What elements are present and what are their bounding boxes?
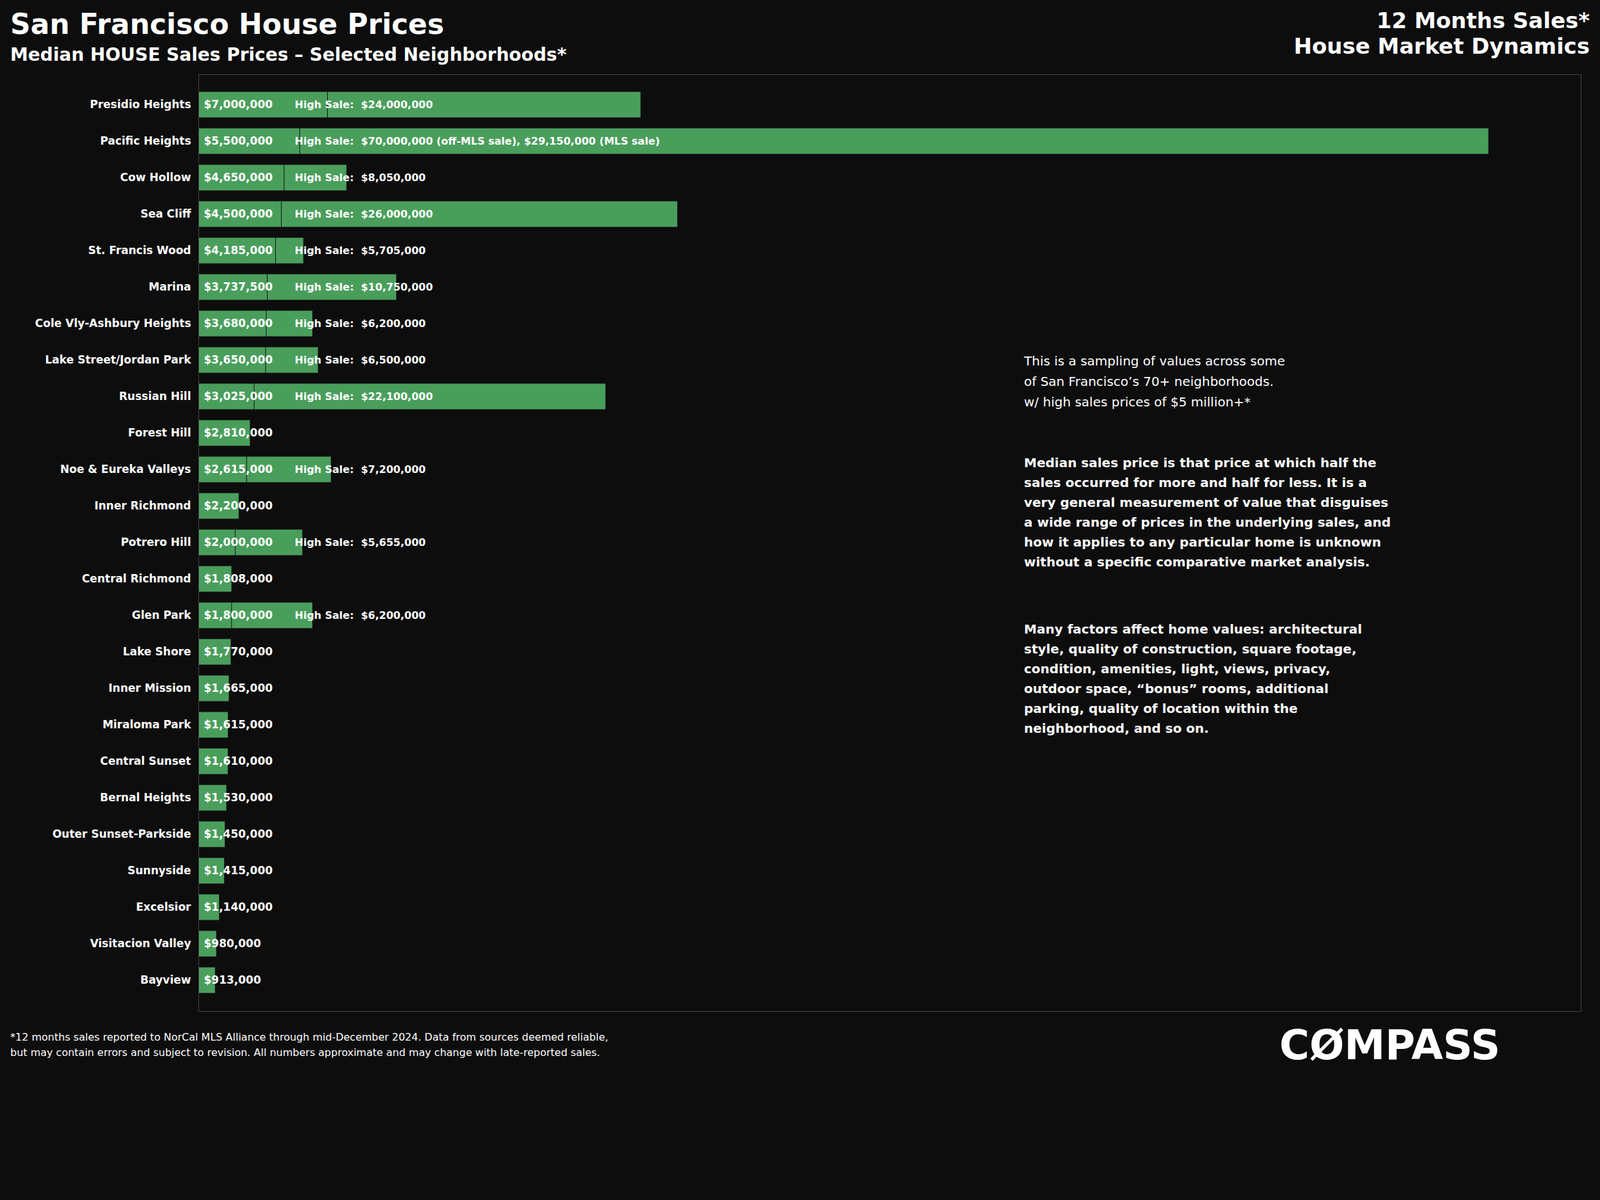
svg-text:High Sale: $6,500,000: High Sale: $6,500,000 xyxy=(295,353,427,367)
html-text:This is a sampling of values a: This is a sampling of values across some… xyxy=(1024,353,1285,410)
svg-text:Russian Hill: Russian Hill xyxy=(119,389,191,403)
html-text:San Francisco House Prices: San Francisco House Prices xyxy=(10,7,445,41)
svg-text:$4,650,000: $4,650,000 xyxy=(204,170,274,184)
svg-text:Presidio Heights: Presidio Heights xyxy=(89,97,191,111)
svg-text:Noe & Eureka Valleys: Noe & Eureka Valleys xyxy=(60,462,192,476)
svg-text:High Sale: $5,655,000: High Sale: $5,655,000 xyxy=(295,536,427,549)
svg-text:$1,770,000: $1,770,000 xyxy=(204,645,274,658)
svg-text:Sunnyside: Sunnyside xyxy=(127,864,191,877)
svg-text:$1,665,000: $1,665,000 xyxy=(204,681,274,695)
svg-text:$1,140,000: $1,140,000 xyxy=(204,900,274,914)
svg-text:Pacific Heights: Pacific Heights xyxy=(99,134,191,148)
svg-text:High Sale: $26,000,000: High Sale: $26,000,000 xyxy=(295,208,434,221)
svg-text:$3,650,000: $3,650,000 xyxy=(204,353,274,367)
svg-text:Glen Park: Glen Park xyxy=(131,608,192,622)
html-text:Median HOUSE Sales Prices – Se: Median HOUSE Sales Prices – Selected Nei… xyxy=(10,44,567,66)
svg-text:High Sale: $70,000,000 (off-M: High Sale: $70,000,000 (off-MLS sale), $… xyxy=(295,135,661,148)
svg-text:$3,025,000: $3,025,000 xyxy=(204,389,274,403)
svg-text:Outer Sunset-Parkside: Outer Sunset-Parkside xyxy=(52,827,192,841)
svg-text:$7,000,000: $7,000,000 xyxy=(204,97,274,111)
svg-text:High Sale: $24,000,000: High Sale: $24,000,000 xyxy=(295,98,434,111)
svg-text:High Sale: $7,200,000: High Sale: $7,200,000 xyxy=(295,463,427,476)
svg-text:$2,000,000: $2,000,000 xyxy=(204,535,274,549)
svg-text:$3,680,000: $3,680,000 xyxy=(204,316,274,330)
svg-text:Central Richmond: Central Richmond xyxy=(81,572,192,585)
svg-text:$3,737,500: $3,737,500 xyxy=(204,280,274,294)
svg-text:Inner Mission: Inner Mission xyxy=(108,681,192,695)
svg-text:Sea Cliff: Sea Cliff xyxy=(140,207,191,221)
svg-text:Excelsior: Excelsior xyxy=(135,900,192,914)
svg-text:Lake Shore: Lake Shore xyxy=(122,645,192,658)
html-text:*12 months sales reported to N: *12 months sales reported to NorCal MLS … xyxy=(10,1031,609,1044)
svg-text:$2,615,000: $2,615,000 xyxy=(204,462,274,476)
svg-text:Central Sunset: Central Sunset xyxy=(99,754,191,768)
svg-text:High Sale: $6,200,000: High Sale: $6,200,000 xyxy=(295,317,427,330)
svg-text:$1,530,000: $1,530,000 xyxy=(204,791,274,804)
svg-text:Bernal Heights: Bernal Heights xyxy=(99,791,191,804)
svg-text:$1,610,000: $1,610,000 xyxy=(204,754,274,768)
html-text:CØMPASS: CØMPASS xyxy=(1279,1021,1501,1069)
svg-text:Inner Richmond: Inner Richmond xyxy=(94,499,191,512)
svg-text:Bayview: Bayview xyxy=(140,973,191,987)
svg-text:$1,615,000: $1,615,000 xyxy=(204,718,274,731)
svg-text:High Sale: $6,200,000: High Sale: $6,200,000 xyxy=(295,609,427,622)
svg-text:$2,200,000: $2,200,000 xyxy=(204,499,274,512)
svg-text:Marina: Marina xyxy=(148,280,191,294)
svg-text:Forest Hill: Forest Hill xyxy=(128,426,191,440)
svg-text:Visitacion Valley: Visitacion Valley xyxy=(90,936,192,950)
svg-text:$5,500,000: $5,500,000 xyxy=(204,134,274,148)
svg-text:$913,000: $913,000 xyxy=(204,973,262,987)
html-text:12 Months Sales*: 12 Months Sales* xyxy=(1376,7,1590,34)
svg-text:$2,810,000: $2,810,000 xyxy=(204,426,274,440)
html-text:but may contain errors and sub: but may contain errors and subject to re… xyxy=(10,1046,600,1059)
svg-text:High Sale: $8,050,000: High Sale: $8,050,000 xyxy=(295,171,427,184)
svg-text:High Sale: $5,705,000: High Sale: $5,705,000 xyxy=(295,244,427,257)
svg-text:Cow Hollow: Cow Hollow xyxy=(120,170,192,184)
svg-text:High Sale: $10,750,000: High Sale: $10,750,000 xyxy=(295,280,434,294)
svg-text:$1,800,000: $1,800,000 xyxy=(204,608,274,622)
svg-text:$980,000: $980,000 xyxy=(204,936,262,950)
svg-text:$1,415,000: $1,415,000 xyxy=(204,864,274,877)
svg-text:High Sale: $22,100,000: High Sale: $22,100,000 xyxy=(295,390,434,403)
svg-text:$1,808,000: $1,808,000 xyxy=(204,572,274,585)
html-text:Many factors affect home value: Many factors affect home values: archite… xyxy=(1024,621,1362,736)
svg-text:Potrero Hill: Potrero Hill xyxy=(120,535,192,549)
svg-text:Miraloma Park: Miraloma Park xyxy=(102,718,192,731)
svg-text:Lake Street/Jordan Park: Lake Street/Jordan Park xyxy=(45,353,192,367)
svg-text:St. Francis Wood: St. Francis Wood xyxy=(88,243,192,257)
svg-text:$1,450,000: $1,450,000 xyxy=(204,827,274,841)
svg-text:Cole Vly-Ashbury Heights: Cole Vly-Ashbury Heights xyxy=(35,316,192,330)
svg-text:$4,500,000: $4,500,000 xyxy=(204,207,274,221)
html-text:Median sales price is that pri: Median sales price is that price at whic… xyxy=(1024,455,1391,570)
svg-text:$4,185,000: $4,185,000 xyxy=(204,243,274,257)
html-text:House Market Dynamics: House Market Dynamics xyxy=(1293,33,1590,59)
